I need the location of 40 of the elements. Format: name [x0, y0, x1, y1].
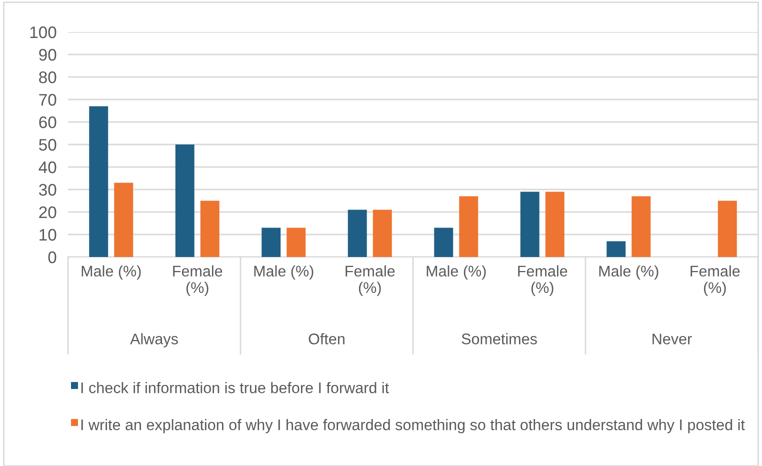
bar: [200, 200, 220, 257]
y-tick-label: 80: [39, 71, 56, 84]
x-tick-label: Male (%): [599, 265, 658, 280]
bar: [718, 200, 737, 257]
bar: [372, 210, 392, 257]
x-tick-label: Female (%): [690, 265, 740, 296]
bar: [114, 182, 134, 257]
y-tick-label: 90: [39, 48, 56, 61]
legend-label: I write an explanation of why I have forwarded something so that others understand why I posted it: [81, 419, 745, 434]
y-tick-label: 0: [48, 251, 56, 264]
x-tick-label: Female (%): [173, 265, 222, 296]
bar: [89, 106, 108, 257]
y-tick-label: 60: [39, 116, 56, 128]
x-tick-label: Male (%): [426, 265, 486, 280]
bar: [175, 144, 194, 257]
bar: [262, 228, 281, 257]
bar: [459, 196, 478, 257]
legend-label: I check if information is true before I forward it: [81, 382, 389, 394]
y-tick-label: 10: [40, 228, 56, 241]
text: Never: [652, 334, 692, 344]
y-tick-label: 20: [39, 206, 56, 218]
y-tick-label: 70: [39, 94, 56, 106]
bar: [434, 228, 454, 257]
text: Often: [308, 333, 344, 344]
y-tick-label: 50: [39, 138, 56, 151]
x-tick-label: Male (%): [254, 265, 314, 280]
bar: [545, 192, 564, 257]
y-tick-label: 40: [38, 161, 56, 174]
bar: [606, 241, 626, 257]
bar: [520, 192, 540, 257]
y-tick-label: 30: [38, 184, 56, 196]
x-tick-label: Female (%): [518, 265, 568, 296]
bar: [286, 228, 306, 257]
x-tick-label: Female (%): [346, 265, 395, 296]
bar: [348, 210, 367, 257]
text: Always: [130, 333, 178, 348]
text: Sometimes: [462, 333, 537, 344]
y-tick-label: 100: [30, 26, 56, 38]
bar: [632, 196, 651, 257]
x-tick-label: Male (%): [82, 265, 141, 280]
